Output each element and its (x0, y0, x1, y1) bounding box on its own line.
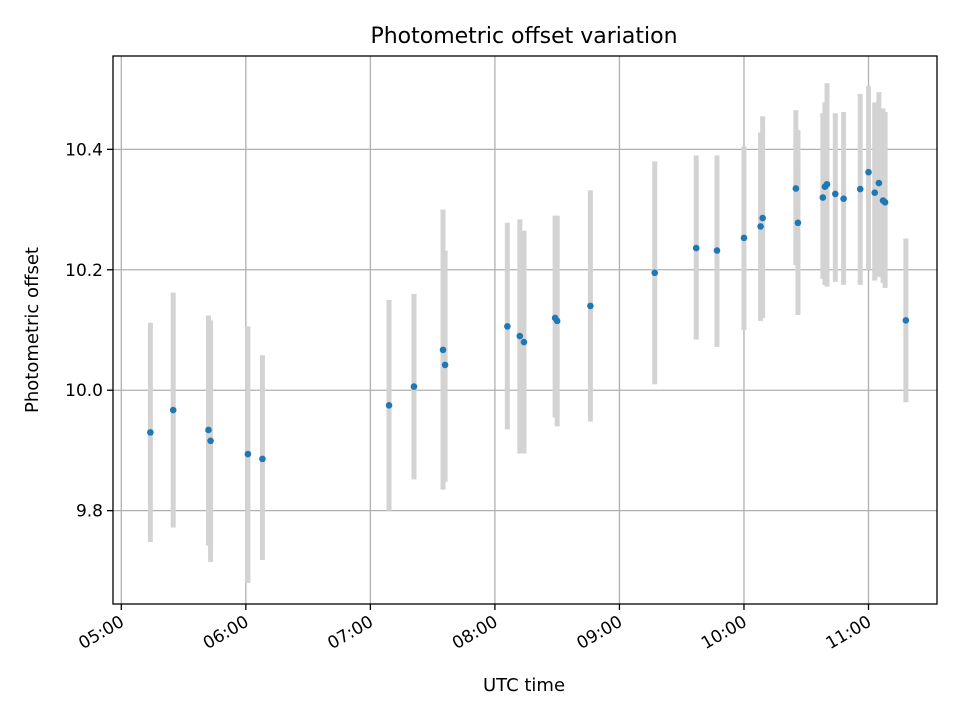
data-point (902, 317, 910, 324)
data-point (439, 346, 447, 354)
y-tick-label: 9.8 (76, 502, 103, 522)
y-tick-label: 10.2 (65, 261, 103, 281)
data-point (441, 361, 449, 369)
y-axis-label: Photometric offset (22, 247, 43, 413)
data-point (831, 190, 839, 198)
data-point (259, 455, 266, 463)
data-point (713, 247, 721, 254)
data-point (244, 450, 252, 458)
data-point (856, 185, 864, 193)
data-point (792, 185, 800, 192)
data-point (205, 426, 212, 434)
x-tick-label: 06:00 (200, 612, 252, 654)
data-point (881, 199, 889, 206)
data-point (819, 194, 827, 201)
data-point (207, 437, 214, 445)
x-tick-label: 11:00 (823, 612, 875, 654)
data-point (871, 189, 879, 196)
plot-frame (112, 55, 938, 605)
data-point-layer (147, 168, 910, 463)
data-point (692, 244, 700, 252)
data-point (147, 429, 154, 436)
error-bar-layer (147, 83, 909, 583)
data-point (553, 317, 561, 325)
data-point (520, 338, 528, 346)
data-point (587, 302, 594, 310)
data-point (757, 223, 764, 230)
x-tick-label: 05:00 (75, 612, 127, 654)
y-tick-label: 10.0 (65, 381, 103, 401)
x-tick-label: 10:00 (698, 612, 750, 654)
x-tick-label: 08:00 (449, 612, 501, 654)
data-point (794, 219, 802, 227)
data-point (169, 406, 177, 414)
data-point (865, 168, 872, 176)
data-point (740, 234, 748, 242)
y-tick-label: 10.4 (65, 140, 103, 160)
data-point (385, 401, 393, 409)
data-point (410, 383, 418, 390)
tick-layer: 05:00 06:00 07:00 08:00 09:00 10:00 11:00 9.8 10… (65, 140, 875, 653)
data-point (823, 180, 831, 188)
chart-title: Photometric offset variation (370, 24, 677, 49)
data-point (504, 323, 511, 330)
data-point (875, 179, 883, 187)
x-tick-label: 07:00 (324, 612, 376, 654)
data-point (516, 332, 524, 340)
data-point (759, 214, 766, 222)
data-point (840, 195, 847, 203)
x-tick-label: 09:00 (574, 612, 626, 654)
data-point (651, 269, 659, 277)
x-axis-label: UTC time (483, 675, 565, 696)
